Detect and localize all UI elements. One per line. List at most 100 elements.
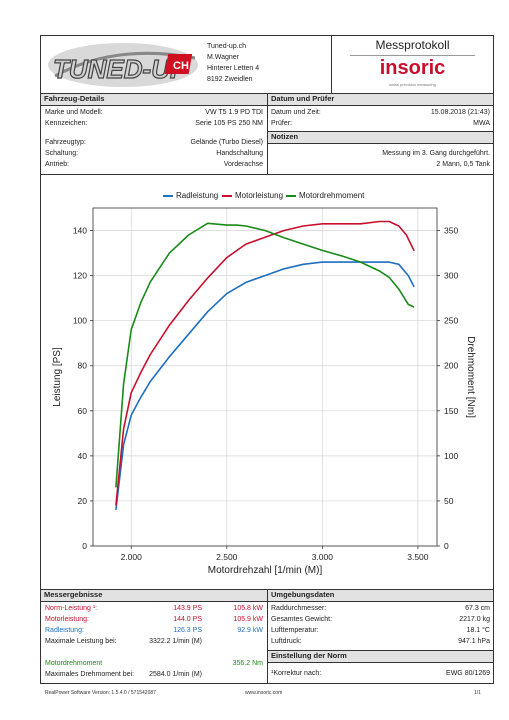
norm-power-kw: 105.8 kW	[233, 605, 263, 612]
air-temp-value: 18.1 °C	[466, 627, 490, 634]
y2-tick-label: 150	[444, 406, 458, 416]
norm-line	[267, 662, 494, 663]
y-tick-label: 40	[78, 451, 88, 461]
plate-label: Kennzeichen:	[45, 120, 88, 127]
company-person: M.Wagner	[207, 54, 240, 61]
company-name: Tuned-up.ch	[207, 43, 247, 50]
engine-power-ps: 144.0 PS	[173, 616, 202, 623]
tester-label: Prüfer:	[271, 120, 293, 127]
environment-section-title: Umgebungsdaten	[268, 590, 493, 601]
max-power-rpm-value: 3322.2 1/min (M)	[149, 638, 202, 645]
plot-border	[92, 207, 438, 547]
page-number: 1/1	[474, 690, 481, 696]
dyno-chart: 2.000 2.500 3.000 3.500 0 20 40 60 80 100 120 140 0 5…	[52, 207, 476, 576]
protocol-title: Messprotokoll	[375, 38, 450, 52]
norm-power-ps: 143.9 PS	[173, 605, 202, 612]
y2-axis-label: Drehmoment [Nm]	[465, 336, 476, 418]
svg-text:CH: CH	[173, 60, 189, 72]
engine-power-kw: 105.9 kW	[233, 616, 263, 623]
drive-value: Vorderachse	[223, 161, 263, 168]
y-axis-label: Leistung [PS]	[52, 347, 63, 407]
torque-label: Motordrehmoment	[45, 660, 103, 667]
date-section-title: Datum und Prüfer	[268, 94, 493, 105]
title-underline	[350, 55, 475, 56]
tuned-up-logo: TUNED-UP CH	[45, 38, 200, 90]
y-tick-label: 60	[78, 406, 88, 416]
transmission-label: Schaltung:	[45, 150, 79, 157]
max-torque-rpm-value: 2584.0 1/min (M)	[149, 671, 202, 678]
y2-tick-label: 200	[444, 361, 458, 371]
date-value: 15.08.2018 (21:43)	[430, 109, 490, 116]
x-tick-label: 3.500	[407, 552, 429, 562]
series-motorleistung-line	[115, 220, 415, 506]
vehicle-section-title: Fahrzeug-Details	[41, 94, 267, 105]
svg-text:TUNED-UP: TUNED-UP	[53, 54, 188, 84]
legend-swatch	[222, 194, 232, 197]
date-label: Datum und Zeit:	[271, 109, 321, 116]
x-tick-label: 2.500	[216, 552, 238, 562]
y-tick-label: 100	[73, 316, 87, 326]
wheel-power-ps: 126.3 PS	[173, 627, 202, 634]
y2-tick-label: 0	[444, 541, 449, 551]
notes-line-2: 2 Mann, 0,5 Tank	[436, 161, 490, 168]
drive-label: Antrieb:	[45, 161, 70, 168]
y2-tick-label: 350	[444, 226, 458, 236]
website-link[interactable]: www.insoric.com	[245, 690, 283, 696]
norm-value: EWG 80/1269	[446, 670, 490, 677]
notes-section-title: Notizen	[268, 132, 493, 143]
y-tick-label: 80	[78, 361, 88, 371]
norm-section-title: Einstellung der Norm	[268, 651, 493, 662]
total-weight-label: Gesamtes Gewicht:	[271, 616, 333, 623]
air-pressure-value: 947.1 hPa	[458, 638, 490, 645]
software-version: RealPower Software Version: 1.5.4.0 / 57…	[45, 690, 156, 696]
vehicle-type-value: Gelände (Turbo Diesel)	[190, 139, 264, 146]
legend-radleistung: Radleistung	[163, 191, 218, 200]
x-axis-label: Motordrehzahl [1/min (M)]	[208, 565, 323, 576]
legend-motorleistung: Motorleistung	[222, 191, 283, 200]
tester-value: MWA	[473, 120, 490, 127]
norm-label: ¹Korrektur nach:	[271, 670, 322, 677]
y2-tick-label: 100	[444, 451, 458, 461]
results-section-title: Messergebnisse	[41, 590, 267, 601]
y-tick-label: 120	[73, 271, 87, 281]
y2-tick-label: 50	[444, 496, 454, 506]
y-tick-label: 20	[78, 496, 88, 506]
insoric-tagline: swiss precision measuring	[389, 82, 436, 87]
transmission-value: Handschaltung	[216, 150, 263, 157]
engine-power-label: Motorleistung:	[45, 616, 89, 623]
make-model-label: Marke und Modell:	[45, 109, 103, 116]
legend-label: Motordrehmoment	[299, 191, 365, 200]
notes-line-top	[267, 131, 494, 132]
wheel-diameter-value: 67.3 cm	[465, 605, 490, 612]
vehicle-vdivider	[267, 93, 268, 174]
x-tick-label: 2.000	[121, 552, 143, 562]
company-city: 8192 Zweidlen	[207, 76, 253, 83]
max-torque-rpm-label: Maximales Drehmoment bei:	[45, 671, 135, 678]
notes-line	[267, 143, 494, 144]
norm-power-label: Norm-Leistung ¹:	[45, 605, 98, 612]
series-radleistung-line	[115, 261, 415, 510]
air-pressure-label: Luftdruck:	[271, 638, 302, 645]
plate-value: Serie 105 PS 250 NM	[195, 120, 263, 127]
wheel-power-kw: 92.9 kW	[237, 627, 263, 634]
y2-tick-label: 300	[444, 271, 458, 281]
x-tick-label: 3.000	[312, 552, 334, 562]
y-tick-label: 140	[73, 226, 87, 236]
air-temp-label: Lufttemperatur:	[271, 627, 319, 634]
total-weight-value: 2217.0 kg	[459, 616, 490, 623]
header-vdivider	[331, 35, 332, 93]
vehicle-type-label: Fahrzeugtyp:	[45, 139, 86, 146]
legend-motordrehmoment: Motordrehmoment	[286, 191, 364, 200]
make-model-value: VW T5 1.9 PD TDI	[205, 109, 263, 116]
norm-line-top	[267, 650, 494, 651]
section-line	[40, 105, 494, 106]
y-tick-label: 0	[82, 541, 87, 551]
legend-label: Radleistung	[176, 191, 219, 200]
torque-value: 356.2 Nm	[232, 660, 263, 667]
legend-swatch	[286, 194, 296, 197]
max-power-rpm-label: Maximale Leistung bei:	[45, 638, 117, 645]
legend-swatch	[163, 194, 173, 197]
notes-line-1: Messung im 3. Gang durchgeführt.	[382, 150, 490, 157]
series-motordrehmoment-line	[115, 222, 415, 488]
insoric-logo: insoric	[379, 57, 446, 79]
